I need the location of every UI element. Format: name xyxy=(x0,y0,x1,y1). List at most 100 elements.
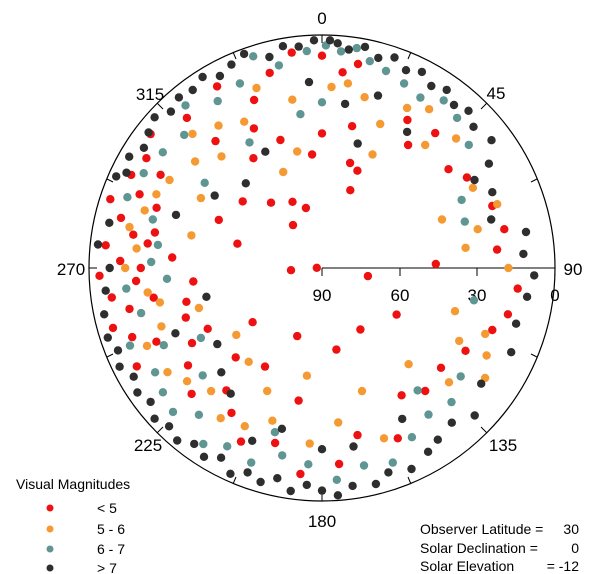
point-mag-gt7 xyxy=(171,329,180,338)
point-mag-5-6 xyxy=(343,79,353,88)
point-mag-lt5 xyxy=(260,362,270,371)
azimuth-tick xyxy=(156,102,164,110)
point-mag-gt7 xyxy=(216,453,226,462)
point-mag-5-6 xyxy=(481,329,490,339)
point-mag-lt5 xyxy=(212,82,222,91)
point-mag-5-6 xyxy=(194,303,204,313)
point-mag-lt5 xyxy=(334,459,344,469)
point-mag-gt7 xyxy=(470,411,479,420)
point-mag-6-7 xyxy=(194,410,204,419)
point-mag-gt7 xyxy=(407,464,416,474)
azimuth-tick xyxy=(480,426,488,434)
point-mag-gt7 xyxy=(166,107,176,116)
point-mag-6-7 xyxy=(464,140,473,150)
point-mag-gt7 xyxy=(309,36,319,45)
point-mag-6-7 xyxy=(439,96,448,105)
point-mag-lt5 xyxy=(168,253,177,262)
point-mag-5-6 xyxy=(240,422,249,431)
point-mag-lt5 xyxy=(249,95,259,105)
point-mag-6-7 xyxy=(359,461,369,470)
legend-label-6-7: 6 - 7 xyxy=(97,541,125,557)
point-mag-gt7 xyxy=(423,447,433,456)
point-mag-lt5 xyxy=(332,345,341,354)
point-mag-6-7 xyxy=(162,274,172,283)
point-mag-gt7 xyxy=(243,468,252,477)
point-mag-5-6 xyxy=(279,167,288,177)
point-mag-5-6 xyxy=(214,121,223,130)
point-mag-6-7 xyxy=(180,130,189,140)
point-mag-gt7 xyxy=(449,100,459,110)
point-mag-5-6 xyxy=(190,157,200,166)
point-mag-5-6 xyxy=(357,386,367,396)
point-mag-gt7 xyxy=(402,127,412,137)
solar-declination-label: Solar Declination = xyxy=(420,540,538,556)
point-mag-5-6 xyxy=(121,263,130,273)
point-mag-gt7 xyxy=(202,292,211,301)
azimuth-label-135: 135 xyxy=(489,436,517,455)
observer-annotations: Observer Latitude = 30 Solar Declination… xyxy=(420,521,579,574)
point-mag-gt7 xyxy=(188,85,197,95)
point-mag-6-7 xyxy=(168,407,178,417)
point-mag-gt7 xyxy=(487,136,496,145)
point-mag-gt7 xyxy=(190,439,199,449)
point-mag-lt5 xyxy=(288,220,298,230)
azimuth-tick xyxy=(156,426,164,434)
point-mag-lt5 xyxy=(403,140,413,150)
legend-label-5-6: 5 - 6 xyxy=(97,521,125,537)
point-mag-5-6 xyxy=(157,322,166,331)
point-mag-gt7 xyxy=(146,397,155,407)
legend-marker-lt5 xyxy=(46,504,54,512)
point-mag-gt7 xyxy=(511,319,521,328)
legend-marker-6-7 xyxy=(46,545,54,553)
azimuth-label-315: 315 xyxy=(136,85,164,104)
point-mag-lt5 xyxy=(513,284,522,293)
point-mag-gt7 xyxy=(210,191,219,200)
point-mag-lt5 xyxy=(107,293,117,302)
point-mag-6-7 xyxy=(457,195,466,205)
point-mag-5-6 xyxy=(155,298,165,307)
point-mag-6-7 xyxy=(158,388,168,397)
point-mag-gt7 xyxy=(139,143,149,152)
point-mag-lt5 xyxy=(301,203,311,213)
point-mag-lt5 xyxy=(286,266,296,275)
point-mag-gt7 xyxy=(93,240,103,249)
point-mag-5-6 xyxy=(327,82,336,92)
data-points xyxy=(93,36,539,500)
point-mag-lt5 xyxy=(488,325,497,335)
point-mag-lt5 xyxy=(227,408,236,418)
point-mag-6-7 xyxy=(249,52,258,61)
point-mag-lt5 xyxy=(211,136,220,146)
point-mag-lt5 xyxy=(397,391,406,400)
point-mag-5-6 xyxy=(240,117,249,126)
point-mag-gt7 xyxy=(215,71,225,81)
point-mag-gt7 xyxy=(488,188,497,197)
point-mag-lt5 xyxy=(503,310,513,319)
radial-tick-label: 0 xyxy=(550,286,559,305)
azimuth-tick-minor xyxy=(407,51,412,60)
point-mag-gt7 xyxy=(122,168,131,177)
azimuth-label-0: 0 xyxy=(317,9,326,28)
point-mag-5-6 xyxy=(450,307,460,316)
point-mag-lt5 xyxy=(363,271,373,281)
point-mag-gt7 xyxy=(113,346,123,355)
point-mag-gt7 xyxy=(304,77,314,87)
point-mag-lt5 xyxy=(101,241,110,250)
point-mag-lt5 xyxy=(135,190,144,199)
point-mag-gt7 xyxy=(199,452,209,461)
radial-tick-label: 60 xyxy=(391,286,410,305)
point-mag-6-7 xyxy=(381,66,391,76)
point-mag-lt5 xyxy=(392,310,401,319)
azimuth-tick-minor xyxy=(106,353,114,358)
observer-latitude-value: 30 xyxy=(563,521,579,537)
point-mag-5-6 xyxy=(140,206,149,215)
point-mag-gt7 xyxy=(171,210,181,220)
point-mag-6-7 xyxy=(122,284,131,293)
point-mag-5-6 xyxy=(493,200,502,209)
point-mag-lt5 xyxy=(393,434,402,443)
point-mag-lt5 xyxy=(353,166,362,175)
point-mag-5-6 xyxy=(152,190,161,199)
point-mag-6-7 xyxy=(274,61,284,70)
point-mag-gt7 xyxy=(105,218,114,227)
point-mag-lt5 xyxy=(95,271,104,280)
